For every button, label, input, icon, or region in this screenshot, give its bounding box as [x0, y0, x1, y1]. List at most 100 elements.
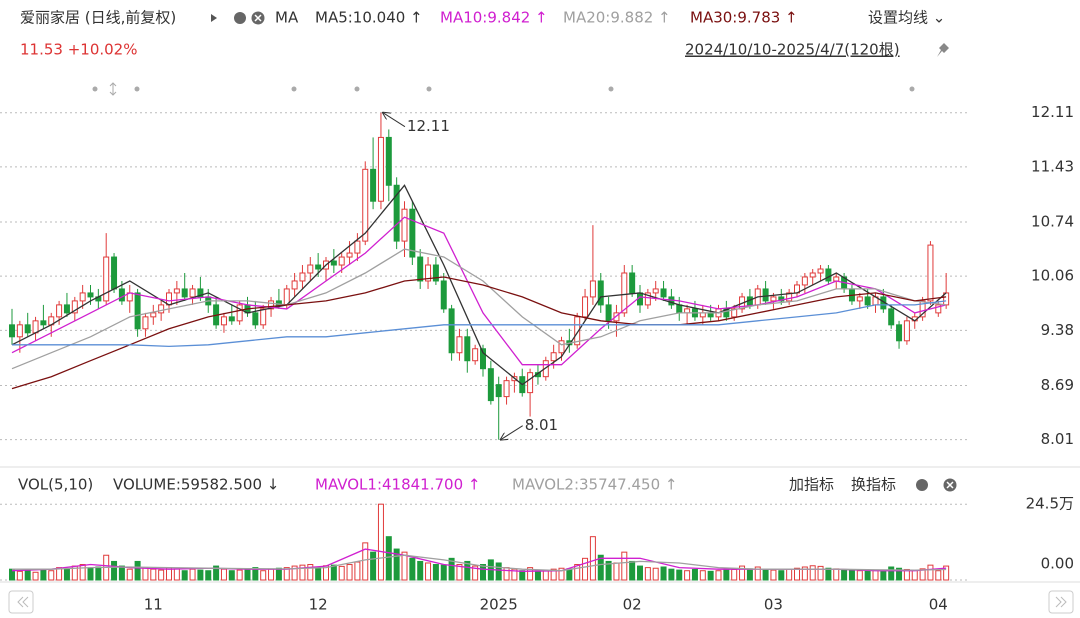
volume-bar [275, 567, 282, 581]
y-tick-label: 10.06 [1031, 267, 1074, 285]
candle-body [660, 288, 667, 298]
candle-body [173, 288, 180, 294]
annotation-label: 8.01 [525, 416, 558, 434]
stock-name: 爱丽家居 (日线,前复权) [20, 9, 176, 27]
candle-body [629, 272, 636, 294]
volume-bar [613, 562, 620, 581]
volume-bar [480, 564, 486, 581]
volume-bar [118, 565, 125, 581]
volume-bar [425, 562, 432, 581]
legend-entry: MA10:9.842 ↑ [440, 9, 548, 27]
volume-bar [244, 568, 251, 581]
candle-body [354, 240, 361, 254]
legend-entry: MA20:9.882 ↑ [563, 9, 671, 27]
candle-body [63, 304, 70, 314]
volume-bar [644, 567, 651, 581]
volume-bar [283, 567, 290, 581]
volume-bar [440, 564, 447, 581]
ma-settings[interactable]: 设置均线 ⌄ [868, 9, 945, 27]
volume-bar [126, 568, 133, 581]
candle-body [409, 208, 416, 258]
volume-bar [197, 569, 204, 581]
volume-bar [864, 570, 871, 581]
candle-body [330, 260, 337, 266]
volume-bar [220, 568, 227, 581]
volume-bar [872, 569, 879, 581]
candle-body [605, 304, 612, 322]
volume-bar [801, 566, 808, 581]
volume-bar [794, 567, 800, 581]
volume-bar [684, 570, 691, 581]
candle-body [472, 348, 479, 362]
volume-bar [448, 557, 455, 581]
candle-body [597, 280, 604, 306]
volume-bar [676, 569, 683, 581]
volume-bar [911, 569, 918, 581]
volume-bar [299, 564, 306, 581]
volume-bar [550, 568, 557, 581]
volume-bar [417, 560, 424, 581]
add-indicator[interactable]: 加指标 [789, 476, 834, 494]
candle-body [16, 324, 23, 338]
volume-bar [142, 567, 149, 581]
volume-bar [699, 570, 706, 581]
volume-bar [856, 570, 863, 581]
candle-body [495, 384, 502, 398]
volume-bar [236, 569, 243, 581]
volume-bar [291, 565, 298, 581]
annotation-arrow [501, 425, 523, 440]
volume-bar [16, 570, 23, 581]
vol-label: VOLUME:59582.500 ↓ [113, 476, 279, 494]
candle-body [425, 264, 432, 282]
volume-bar [464, 560, 471, 581]
volume-bar [393, 548, 400, 581]
x-tick-label: 12 [309, 596, 328, 614]
volume-bar [362, 542, 369, 581]
candle-body [32, 320, 39, 334]
volume-bar [707, 570, 714, 581]
legend-entry: MA5:10.040 ↑ [315, 9, 423, 27]
switch-indicator[interactable]: 换指标 [851, 476, 896, 494]
volume-bar [189, 568, 196, 581]
scroll-left[interactable] [8, 590, 34, 614]
volume-bar [660, 566, 667, 581]
candle-body [896, 324, 903, 342]
volume-bar [652, 567, 659, 581]
candle-body [87, 292, 94, 298]
candle-body [864, 296, 871, 306]
candle-body [417, 256, 424, 282]
candle-body [79, 292, 86, 302]
legend-entry: MAVOL2:35747.450 ↑ [512, 476, 677, 494]
candle-body [809, 272, 816, 278]
candle-body [432, 264, 439, 282]
volume-bar [158, 569, 165, 581]
y-tick-label: 11.43 [1031, 157, 1074, 175]
volume-bar [111, 560, 118, 581]
ma-line [11, 184, 947, 386]
ma-line [11, 276, 947, 390]
candle-body [644, 292, 651, 306]
volume-bar [723, 569, 730, 581]
volume-bar [330, 564, 337, 581]
volume-bar [621, 551, 628, 581]
volume-bar [456, 564, 463, 581]
x-tick-label: 11 [144, 596, 163, 614]
volume-bar [370, 551, 377, 581]
volume-bar [527, 567, 534, 581]
volume-bar [927, 564, 934, 581]
candle-body [56, 304, 63, 318]
expand-icon[interactable] [211, 14, 217, 22]
candle-body [401, 208, 408, 242]
settings-icon[interactable] [916, 479, 928, 491]
candle-body [252, 312, 259, 326]
pin-icon[interactable] [937, 43, 949, 57]
settings-icon[interactable] [234, 12, 246, 24]
candle-body [393, 184, 400, 242]
volume-bar [762, 568, 769, 581]
candle-body [118, 288, 125, 302]
candle-body [150, 312, 157, 318]
volume-bar [770, 569, 777, 581]
volume-bar [205, 570, 212, 581]
candle-body [464, 336, 471, 362]
volume-bar [63, 568, 70, 581]
